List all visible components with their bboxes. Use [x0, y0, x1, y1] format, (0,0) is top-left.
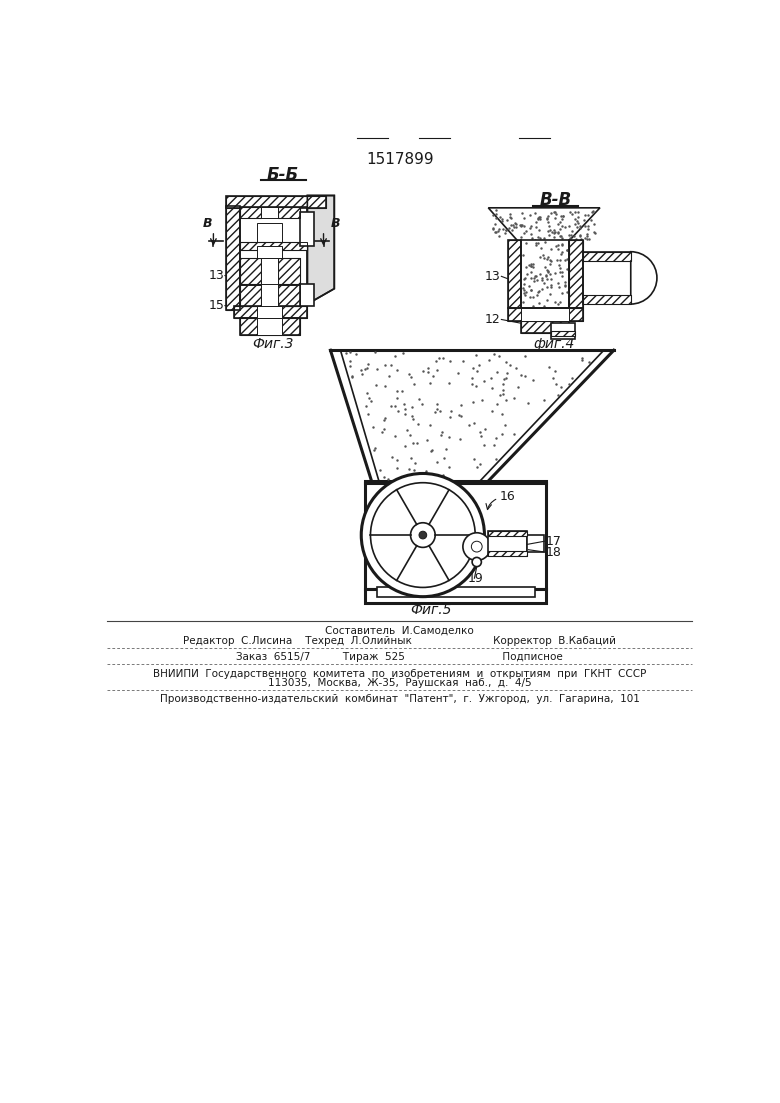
Bar	[257, 318, 282, 335]
Bar	[521, 240, 569, 308]
Bar	[488, 532, 526, 536]
Text: 1517899: 1517899	[366, 152, 434, 167]
Text: В: В	[331, 217, 340, 231]
Circle shape	[419, 532, 427, 539]
Text: 15: 15	[208, 299, 224, 312]
Text: Б-Б: Б-Б	[267, 165, 299, 184]
Bar	[225, 195, 326, 207]
Circle shape	[471, 542, 482, 552]
Text: 13: 13	[208, 269, 224, 282]
Wedge shape	[631, 251, 657, 304]
Text: 13: 13	[485, 270, 501, 282]
Bar	[583, 251, 631, 261]
Text: Составитель  И.Самоделко: Составитель И.Самоделко	[325, 625, 474, 635]
Bar	[225, 206, 239, 310]
Text: Фиг.5: Фиг.5	[410, 602, 452, 617]
Bar	[583, 295, 631, 304]
Bar	[278, 207, 300, 217]
Bar	[261, 285, 278, 306]
Bar	[583, 251, 631, 261]
Bar	[521, 308, 569, 321]
Bar	[551, 331, 575, 335]
Bar	[521, 321, 569, 333]
Text: Фиг.3: Фиг.3	[252, 338, 293, 351]
Bar	[278, 258, 300, 285]
Bar	[569, 240, 583, 308]
Bar	[583, 251, 631, 304]
Bar	[508, 308, 583, 321]
Text: 113035,  Москва,  Ж-35,  Раушская  наб.,  д.  4/5: 113035, Москва, Ж-35, Раушская наб., д. …	[268, 678, 531, 688]
Text: 12: 12	[485, 313, 501, 326]
Bar	[521, 321, 569, 333]
Text: 17: 17	[546, 535, 562, 548]
Bar	[583, 295, 631, 304]
Text: Редактор  С.Лисина    Техред  Л.Олийнык                         Корректор  В.Каб: Редактор С.Лисина Техред Л.Олийнык Корре…	[183, 636, 616, 646]
Bar	[569, 240, 583, 308]
Bar	[508, 240, 521, 308]
Circle shape	[370, 483, 475, 588]
Circle shape	[361, 473, 484, 597]
Polygon shape	[488, 207, 600, 243]
Bar	[551, 323, 575, 339]
Bar	[234, 306, 307, 318]
Bar	[239, 318, 300, 335]
Text: 16: 16	[500, 490, 516, 503]
Bar	[278, 207, 300, 217]
Circle shape	[463, 533, 491, 560]
Text: В-В: В-В	[539, 191, 572, 210]
Bar	[526, 535, 544, 552]
Bar	[239, 207, 261, 217]
Circle shape	[472, 557, 481, 567]
Bar	[488, 532, 526, 556]
Text: 19: 19	[467, 571, 484, 585]
Bar	[278, 258, 300, 285]
Bar	[365, 589, 546, 603]
Bar	[225, 206, 239, 310]
Bar	[257, 306, 282, 318]
Bar	[239, 243, 307, 250]
Text: Производственно-издательский  комбинат  "Патент",  г.  Ужгород,  ул.  Гагарина, : Производственно-издательский комбинат "П…	[160, 694, 640, 704]
Text: 18: 18	[546, 546, 562, 558]
Text: В: В	[203, 217, 212, 231]
Bar	[234, 306, 307, 318]
Bar	[365, 481, 546, 589]
Bar	[239, 318, 300, 335]
Bar	[300, 212, 314, 246]
Bar	[261, 258, 278, 285]
Bar	[239, 285, 261, 306]
Bar	[239, 207, 261, 217]
Bar	[377, 588, 534, 597]
Bar	[300, 285, 314, 306]
Text: ВНИИПИ  Государственного  комитета  по  изобретениям  и  открытиям  при  ГКНТ  С: ВНИИПИ Государственного комитета по изоб…	[153, 668, 647, 678]
Bar	[261, 207, 278, 217]
Bar	[257, 223, 282, 246]
Bar	[508, 240, 521, 308]
Polygon shape	[307, 195, 335, 304]
Bar	[239, 258, 261, 285]
Circle shape	[410, 523, 435, 547]
Bar	[239, 258, 261, 285]
Bar	[239, 207, 307, 306]
Bar	[239, 285, 261, 306]
Bar	[508, 308, 583, 321]
Bar	[278, 285, 300, 306]
Text: Заказ  6515/7          Тираж  525                              Подписное: Заказ 6515/7 Тираж 525 Подписное	[236, 653, 563, 663]
Bar	[225, 195, 326, 207]
Text: фиг.4: фиг.4	[533, 338, 574, 351]
Bar	[239, 243, 307, 250]
Bar	[488, 552, 526, 556]
Bar	[278, 285, 300, 306]
Bar	[257, 246, 282, 258]
